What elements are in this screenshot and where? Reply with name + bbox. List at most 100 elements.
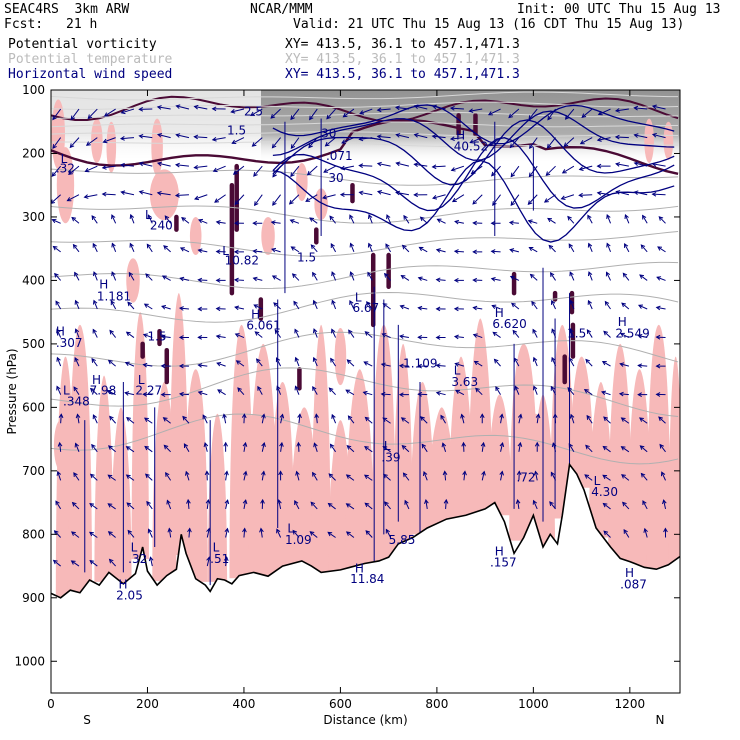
wind-vector [550,299,557,310]
wind-vector [382,445,391,453]
wind-vector [89,387,98,396]
wind-vector [386,214,392,224]
plot-frame [50,89,681,694]
wind-vector [120,108,135,115]
wind-vector [633,133,648,139]
wind-vector [586,329,593,338]
theta-contour [51,168,679,186]
wind-vector [156,105,171,110]
wind-vector [531,300,538,310]
wind-vector [358,190,373,196]
wind-vector [399,334,409,339]
wind-vector [529,273,538,281]
extrema-label: L [384,439,391,453]
pv-plume [487,394,512,516]
extrema-label: 40.52 [454,139,488,153]
wind-vector [345,531,355,538]
wind-vector [364,416,373,424]
wind-vector [58,413,64,424]
extrema-label: H [456,129,465,143]
wind-vector [528,246,538,253]
wind-vector [206,527,211,538]
wind-vector [659,443,666,453]
wind-vector [193,104,208,110]
wind-vector [663,527,668,538]
wind-vector [292,529,300,538]
wind-vector [509,248,520,253]
wind-vector [174,162,190,168]
extrema-label: 2.05 [116,589,143,603]
x-tick-label: 200 [136,697,159,711]
wind-vector [569,271,575,281]
wind-vector [312,356,318,367]
field-pv-xy: XY= 413.5, 36.1 to 457.1,471.3 [285,37,520,52]
extrema-label: L [454,363,461,377]
wind-vector [326,108,336,120]
wind-vector [56,470,62,481]
wind-vector [179,247,190,253]
wind-vector [453,306,464,312]
wind-vector [101,191,116,197]
wind-vector [202,414,208,424]
wind-vector [418,246,428,253]
wind-vector [606,213,612,224]
wind-vector [68,165,80,176]
extrema-label: H [618,315,627,329]
wind-vector [156,132,171,139]
y-tick-label: 500 [22,337,45,351]
extrema-label: .39 [381,450,400,464]
pv-plume [345,369,375,568]
wind-vector [363,361,373,367]
wind-vector [74,271,80,281]
wind-vector [128,271,135,281]
wind-vector [306,165,318,176]
wind-vector [449,105,464,111]
extrema-label: 1.09 [285,533,312,547]
wind-vector [347,415,355,424]
wind-vector [234,305,245,311]
wind-vector [309,531,318,538]
wind-vector [481,470,486,481]
wind-vector [508,220,519,226]
wind-vector [125,474,135,481]
y-tick-label: 600 [22,400,45,414]
wind-vector [91,357,98,367]
wind-vector [73,472,80,481]
wind-vector [552,413,558,424]
wind-vector [224,499,230,510]
wind-vector [528,165,538,178]
extrema-label: L [63,384,70,398]
wind-vector [85,137,98,146]
wind-vector [639,445,648,453]
wind-vector [602,502,611,510]
extrema-label: 10.82 [225,254,259,268]
extrema-label: 1.5 [227,123,246,137]
wind-vector [514,385,520,395]
wind-vector [364,331,373,338]
wind-vector [313,442,318,452]
wind-vector [643,527,648,538]
wind-vector [380,362,391,368]
wind-vector [126,502,135,510]
wind-vector [339,192,354,198]
theta-contour [51,367,679,417]
wind-vector [242,470,248,481]
wind-vector [532,385,538,395]
wind-vector [231,137,245,144]
wind-vector [614,134,629,140]
wind-vector [454,219,465,225]
theta-contour [51,205,679,224]
wind-vector [345,389,355,396]
wind-vector [106,389,116,396]
wind-vector [560,194,575,201]
extrema-label: .071 [326,149,353,163]
wind-vector [468,108,483,113]
pv-patch [56,147,75,224]
theta-contour [51,331,679,367]
wind-vector [340,165,355,171]
wind-vector [242,527,247,538]
extrema-label: .32 [128,552,147,566]
wind-layer [51,104,675,586]
field-wind-xy: XY= 413.5, 36.1 to 457.1,471.3 [285,67,520,82]
wind-vector [495,386,501,395]
